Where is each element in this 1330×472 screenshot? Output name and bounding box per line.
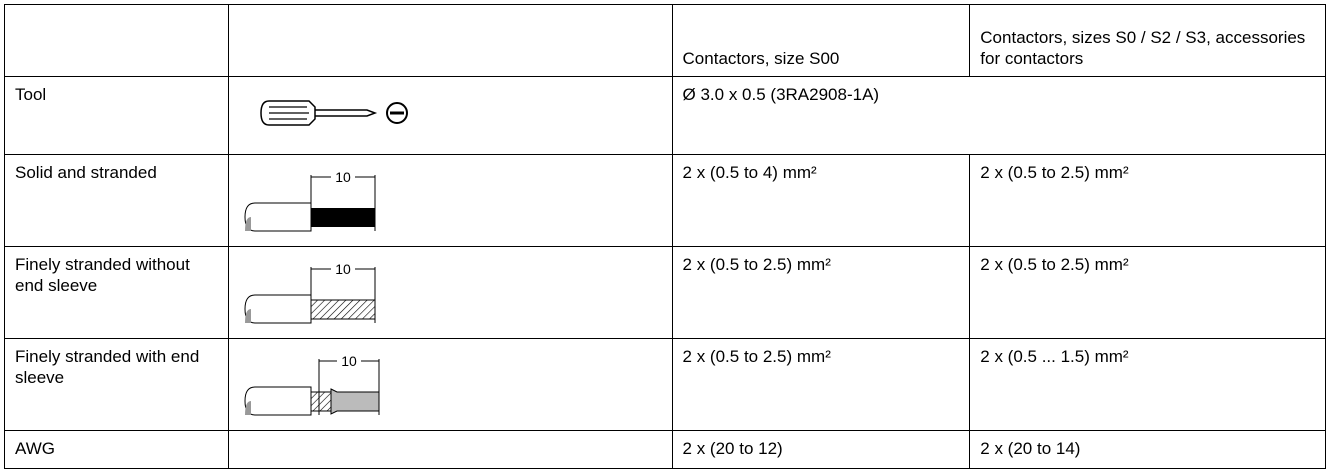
dimension-label: 10 [341,353,357,369]
wire-icon: 10 [244,261,376,324]
header-cell: Contactors, size S00 [671,4,971,77]
value-cell: 2 x (20 to 14) [969,430,1326,469]
tool-value: Ø 3.0 x 0.5 (3RA2908-1A) [671,76,1327,155]
row: AWG 2 x (20 to 12) 2 x (20 to 14) [4,430,1326,469]
row-label: Tool [4,76,229,155]
row: Tool Ø 3.0 x 0.5 (3RA2908-1A) [4,76,1327,155]
row-label: Solid and stranded [4,154,229,247]
wire-picture: 10 [227,246,673,339]
header-row: Contactors, size S00 Contactors, sizes S… [4,4,1326,77]
value-cell: 2 x (0.5 to 2.5) mm² [969,246,1326,339]
value-cell: 2 x (20 to 12) [671,430,971,469]
row-label: Finely stranded with end sleeve [4,338,229,431]
wire-icon: 10 [244,169,376,232]
wire-icon: 10 [244,353,380,416]
wire-picture: 10 [227,154,673,247]
tool-picture [227,76,673,155]
row-label: Finely stranded without end sleeve [4,246,229,339]
row: Finely stranded with end sleeve 10 2 x (… [4,338,1326,431]
value-cell: 2 x (0.5 to 4) mm² [671,154,971,247]
value-cell: 2 x (0.5 ... 1.5) mm² [969,338,1326,431]
row: Solid and stranded 10 2 x (0.5 to 4) mm²… [4,154,1326,247]
screwdriver-icon [260,100,408,126]
value-cell: 2 x (0.5 to 2.5) mm² [969,154,1326,247]
empty-cell [227,430,673,469]
value-cell: 2 x (0.5 to 2.5) mm² [671,246,971,339]
dimension-label: 10 [335,169,351,185]
wire-picture: 10 [227,338,673,431]
header-cell [227,4,673,77]
header-cell: Contactors, sizes S0 / S2 / S3, accessor… [969,4,1326,77]
header-cell [4,4,229,77]
value-cell: 2 x (0.5 to 2.5) mm² [671,338,971,431]
row-label: AWG [4,430,229,469]
connection-table: Contactors, size S00 Contactors, sizes S… [4,4,1327,469]
dimension-label: 10 [335,261,351,277]
row: Finely stranded without end sleeve 10 2 … [4,246,1326,339]
